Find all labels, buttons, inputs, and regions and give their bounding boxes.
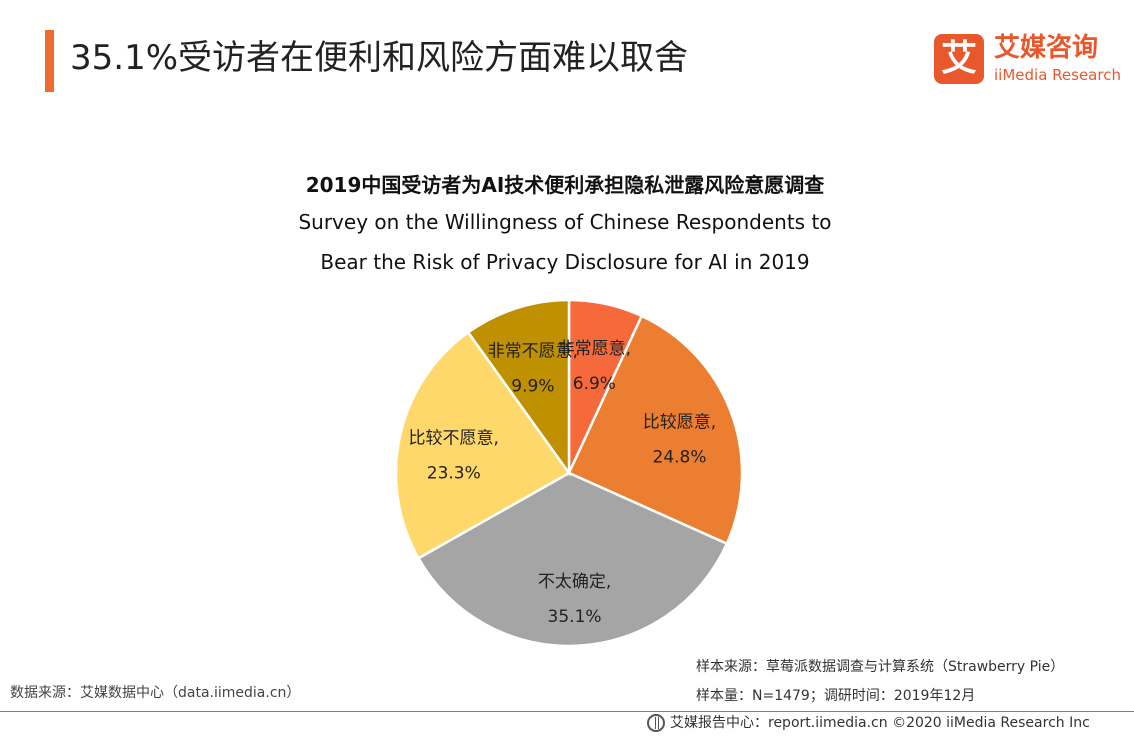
- chart-title-chinese: 2019中国受访者为AI技术便利承担隐私泄露风险意愿调查: [305, 173, 825, 197]
- logo-chinese-name: 艾媒咨询: [994, 33, 1099, 63]
- pie-slice-value-1: 6.9%: [573, 374, 616, 394]
- page-title: 35.1%受访者在便利和风险方面难以取舍: [70, 38, 689, 78]
- pie-slice-value-2: 24.8%: [653, 448, 707, 468]
- pie-slice-label-4: 比较不愿意,: [409, 429, 499, 449]
- logo-mark: 艾: [934, 34, 984, 84]
- pie-slice-value-3: 35.1%: [548, 607, 602, 627]
- pie-slice-label-5: 非常不愿意,: [488, 342, 578, 362]
- data-source: 数据来源：艾媒数据中心（data.iimedia.cn）: [10, 685, 301, 701]
- globe-icon: [647, 714, 665, 732]
- pie-slice-label-2: 比较愿意,: [643, 413, 716, 433]
- pie-slice-3: [416, 471, 729, 648]
- sample-info: 样本量：N=1479；调研时间：2019年12月: [696, 688, 976, 704]
- pie-slice-value-4: 23.3%: [427, 464, 481, 484]
- brand-logo: 艾 艾媒咨询 iiMedia Research: [934, 32, 1124, 86]
- title-accent-bar: [45, 30, 54, 92]
- pie-slice-2: [567, 314, 744, 546]
- footer-divider: [0, 711, 1134, 712]
- pie-slice-label-1: 非常愿意,: [558, 339, 631, 359]
- chart-title-english-line-1: Survey on the Willingness of Chinese Res…: [298, 210, 832, 234]
- sample-source: 样本来源：草莓派数据调查与计算系统（Strawberry Pie）: [696, 659, 1065, 675]
- chart-title-english-line-2: Bear the Risk of Privacy Disclosure for …: [320, 250, 810, 274]
- pie-slice-value-5: 9.9%: [511, 377, 554, 397]
- pie-slice-4: [394, 330, 571, 560]
- pie-slice-label-3: 不太确定,: [538, 572, 611, 592]
- footer-copyright: 艾媒报告中心：report.iimedia.cn ©2020 iiMedia R…: [670, 715, 1090, 731]
- pie-slice-5: [466, 298, 571, 477]
- logo-english-name: iiMedia Research: [994, 66, 1121, 84]
